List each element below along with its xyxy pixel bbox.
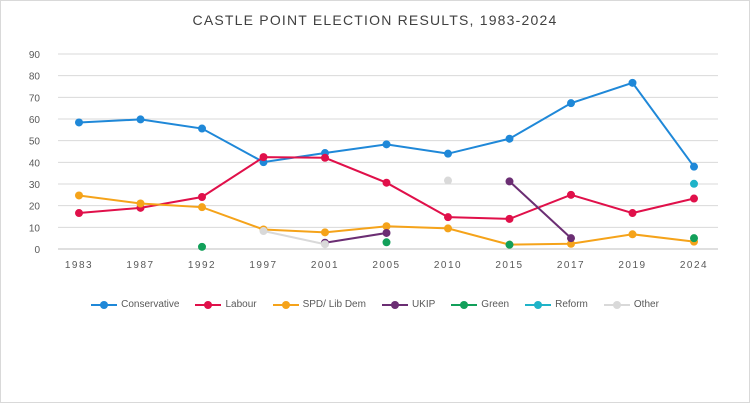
data-point-spd-lib-dem [444,224,452,233]
y-tick-label: 70 [29,93,41,104]
legend-label: UKIP [411,299,436,310]
legend-label: Green [481,299,510,310]
data-point-conservative [198,124,206,133]
legend-item-green: Green [451,299,509,310]
data-point-spd-lib-dem [628,230,637,239]
data-point-spd-lib-dem [321,228,329,237]
legend-item-labour: Labour [195,299,257,310]
legend-swatch [381,300,408,309]
data-point-conservative [136,115,145,124]
data-point-green [505,240,514,249]
data-point-conservative [567,99,575,108]
legend-item-ukip: UKIP [381,299,436,310]
series-line-labour [78,156,695,220]
data-point-green [382,238,391,247]
y-tick-label: 60 [29,115,41,126]
series-line-ukip [508,180,572,239]
x-tick-label: 2015 [495,260,523,271]
data-point-other [321,240,329,249]
data-point-labour [567,190,575,199]
series-line-other [263,230,326,246]
x-tick-label: 2019 [618,260,646,271]
y-tick-label: 50 [29,137,41,148]
x-tick-label: 1987 [126,260,154,271]
data-point-ukip [382,228,391,237]
data-point-ukip [505,177,514,186]
data-point-conservative [690,162,698,171]
y-tick-label: 90 [29,50,41,61]
data-point-ukip [567,234,575,243]
legend-item-conservative: Conservative [91,299,179,310]
data-point-spd-lib-dem [75,191,83,200]
data-point-spd-lib-dem [136,199,145,208]
x-tick-label: 1983 [65,260,93,271]
data-point-conservative [505,134,514,143]
data-point-green [690,234,698,243]
legend-label: Other [633,299,659,310]
series-line-ukip [324,231,387,244]
data-point-spd-lib-dem [198,203,206,212]
legend-label: Labour [225,299,257,310]
legend-swatch [451,300,478,309]
legend-label: Reform [555,299,588,310]
legend-label: Conservative [121,299,180,310]
y-tick-label: 40 [29,158,41,169]
y-tick-label: 20 [29,202,41,213]
x-tick-label: 1997 [249,260,277,271]
data-point-green [198,242,206,251]
data-point-labour [628,209,637,218]
x-tick-label: 2024 [680,260,708,271]
legend-swatch [272,300,299,309]
data-point-other [259,227,268,236]
data-point-spd-lib-dem [567,239,575,248]
y-tick-label: 80 [29,72,41,83]
legend-swatch [603,300,630,309]
legend-label: SPD/ Lib Dem [302,299,366,310]
legend-swatch [195,300,222,309]
data-point-other [444,176,452,185]
data-point-spd-lib-dem [382,222,391,231]
data-point-conservative [444,149,452,158]
data-point-labour [505,214,514,223]
x-tick-label: 2010 [434,260,462,271]
data-point-labour [259,153,268,162]
legend: Conservative Labour SPD/ Lib Dem UKIP Green R… [0,299,750,310]
legend-swatch [91,300,118,309]
data-point-labour [444,213,452,222]
y-tick-label: 10 [29,223,41,234]
legend-item-other: Other [603,299,659,310]
chart-title: CASTLE POINT ELECTION RESULTS, 1983-2024 [192,12,558,28]
x-tick-label: 1992 [188,260,216,271]
x-tick-label: 2005 [372,260,400,271]
series-line-conservative [78,81,695,168]
data-point-conservative [75,118,83,127]
legend-item-reform: Reform [525,299,588,310]
legend-item-spd-lib-dem: SPD/ Lib Dem [272,299,366,310]
data-point-reform [690,179,698,188]
data-point-labour [382,178,391,187]
x-tick-label: 2001 [311,260,339,271]
data-point-labour [75,209,83,218]
data-point-labour [690,194,698,203]
legend-swatch [525,300,552,309]
x-tick-label: 2017 [557,260,585,271]
y-tick-label: 30 [29,180,41,191]
data-point-labour [321,153,329,162]
y-tick-label: 0 [34,245,40,256]
data-point-labour [198,193,206,201]
data-point-conservative [382,140,391,149]
data-point-conservative [628,78,637,87]
